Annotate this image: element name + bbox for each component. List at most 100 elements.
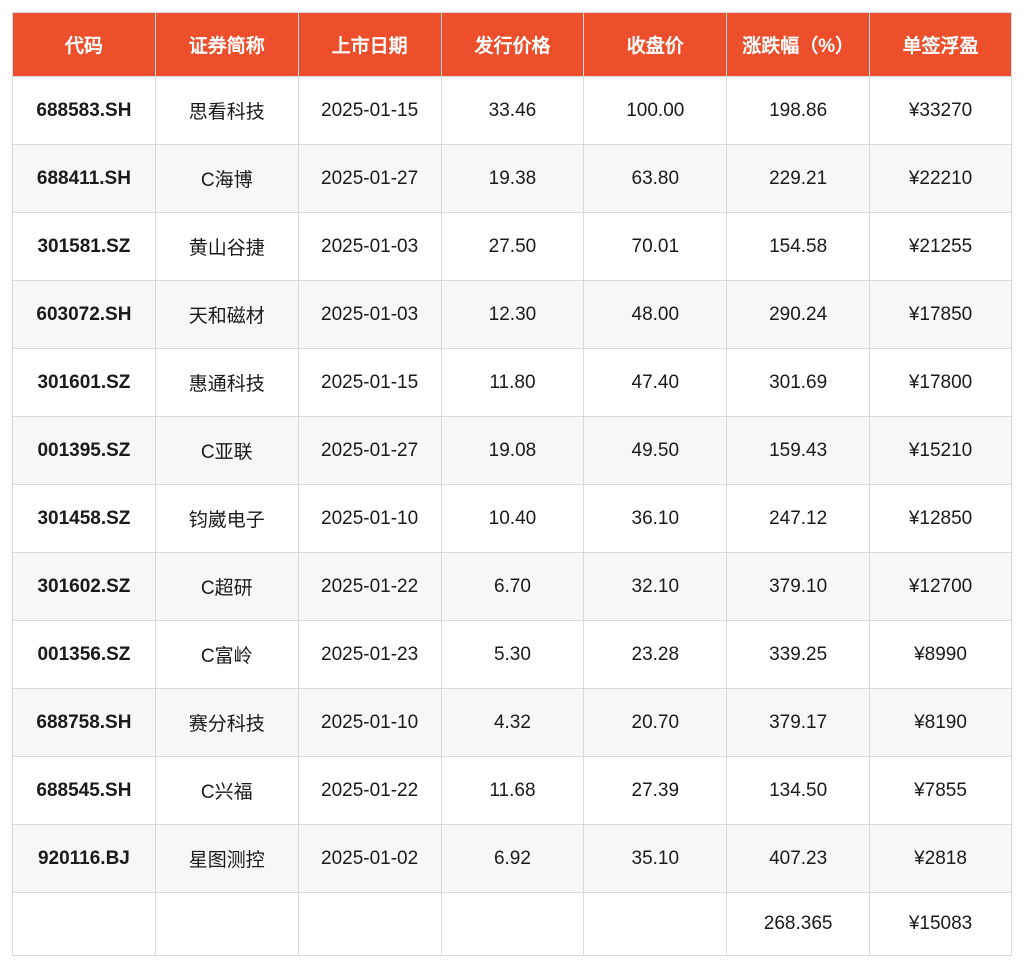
table-cell: 4.32: [441, 689, 584, 757]
header-name: 证券简称: [155, 13, 298, 77]
table-cell: 11.80: [441, 349, 584, 417]
table-cell: 20.70: [584, 689, 727, 757]
table-cell: 27.39: [584, 757, 727, 825]
table-cell: C富岭: [155, 621, 298, 689]
table-cell: 688411.SH: [13, 145, 156, 213]
table-cell: 247.12: [727, 485, 870, 553]
table-cell: C海博: [155, 145, 298, 213]
table-cell: 2025-01-22: [298, 553, 441, 621]
table-cell: 19.38: [441, 145, 584, 213]
table-cell: 2025-01-10: [298, 485, 441, 553]
table-cell: ¥12700: [870, 553, 1012, 621]
table-cell: 688545.SH: [13, 757, 156, 825]
table-cell: ¥2818: [870, 825, 1012, 893]
table-cell: 10.40: [441, 485, 584, 553]
table-cell: 100.00: [584, 77, 727, 145]
table-cell: 6.70: [441, 553, 584, 621]
header-row: 代码 证券简称 上市日期 发行价格 收盘价 涨跌幅（%） 单签浮盈: [13, 13, 1012, 77]
header-code: 代码: [13, 13, 156, 77]
table-cell: 48.00: [584, 281, 727, 349]
table-cell: 黄山谷捷: [155, 213, 298, 281]
table-footer-row: 268.365¥15083: [13, 893, 1012, 956]
table-cell: 12.30: [441, 281, 584, 349]
table-cell: 赛分科技: [155, 689, 298, 757]
table-cell: ¥8990: [870, 621, 1012, 689]
table-cell: 301.69: [727, 349, 870, 417]
table-cell: 301601.SZ: [13, 349, 156, 417]
table-row: 920116.BJ星图测控2025-01-026.9235.10407.23¥2…: [13, 825, 1012, 893]
table-cell: 32.10: [584, 553, 727, 621]
table-cell: 11.68: [441, 757, 584, 825]
table-cell: 229.21: [727, 145, 870, 213]
table-cell: C亚联: [155, 417, 298, 485]
stock-ipo-table: 代码 证券简称 上市日期 发行价格 收盘价 涨跌幅（%） 单签浮盈 688583…: [12, 12, 1012, 956]
table-footer-cell: [441, 893, 584, 956]
table-cell: 2025-01-15: [298, 349, 441, 417]
table-cell: C兴福: [155, 757, 298, 825]
table-cell: 6.92: [441, 825, 584, 893]
table-body: 688583.SH思看科技2025-01-1533.46100.00198.86…: [13, 77, 1012, 956]
table-row: 688411.SHC海博2025-01-2719.3863.80229.21¥2…: [13, 145, 1012, 213]
table-cell: 星图测控: [155, 825, 298, 893]
table-row: 001356.SZC富岭2025-01-235.3023.28339.25¥89…: [13, 621, 1012, 689]
table-cell: 407.23: [727, 825, 870, 893]
table-footer-cell: 268.365: [727, 893, 870, 956]
table-cell: ¥15210: [870, 417, 1012, 485]
table-row: 301601.SZ惠通科技2025-01-1511.8047.40301.69¥…: [13, 349, 1012, 417]
table-cell: 688583.SH: [13, 77, 156, 145]
table-cell: 2025-01-27: [298, 145, 441, 213]
table-row: 603072.SH天和磁材2025-01-0312.3048.00290.24¥…: [13, 281, 1012, 349]
header-date: 上市日期: [298, 13, 441, 77]
table-footer-cell: [584, 893, 727, 956]
table-cell: 2025-01-27: [298, 417, 441, 485]
table-cell: 2025-01-02: [298, 825, 441, 893]
table-cell: 198.86: [727, 77, 870, 145]
table-cell: 2025-01-15: [298, 77, 441, 145]
table-cell: ¥33270: [870, 77, 1012, 145]
table-cell: 70.01: [584, 213, 727, 281]
header-close-price: 收盘价: [584, 13, 727, 77]
table-footer-cell: [13, 893, 156, 956]
table-cell: ¥17800: [870, 349, 1012, 417]
table-cell: ¥12850: [870, 485, 1012, 553]
table-row: 301581.SZ黄山谷捷2025-01-0327.5070.01154.58¥…: [13, 213, 1012, 281]
table-cell: 19.08: [441, 417, 584, 485]
table-cell: 339.25: [727, 621, 870, 689]
table-cell: ¥17850: [870, 281, 1012, 349]
table-cell: ¥7855: [870, 757, 1012, 825]
table-cell: 思看科技: [155, 77, 298, 145]
table-cell: 47.40: [584, 349, 727, 417]
table-cell: 27.50: [441, 213, 584, 281]
header-profit: 单签浮盈: [870, 13, 1012, 77]
table-cell: ¥21255: [870, 213, 1012, 281]
table-cell: 301458.SZ: [13, 485, 156, 553]
table-cell: 379.17: [727, 689, 870, 757]
table-row: 688583.SH思看科技2025-01-1533.46100.00198.86…: [13, 77, 1012, 145]
table-cell: 001395.SZ: [13, 417, 156, 485]
header-issue-price: 发行价格: [441, 13, 584, 77]
table-cell: 2025-01-23: [298, 621, 441, 689]
table-cell: 290.24: [727, 281, 870, 349]
table-cell: 920116.BJ: [13, 825, 156, 893]
table-cell: 5.30: [441, 621, 584, 689]
table-cell: 134.50: [727, 757, 870, 825]
table-row: 301458.SZ钧崴电子2025-01-1010.4036.10247.12¥…: [13, 485, 1012, 553]
table-cell: ¥8190: [870, 689, 1012, 757]
table-cell: ¥22210: [870, 145, 1012, 213]
table-cell: 2025-01-03: [298, 281, 441, 349]
table-cell: 钧崴电子: [155, 485, 298, 553]
table-row: 688545.SHC兴福2025-01-2211.6827.39134.50¥7…: [13, 757, 1012, 825]
table-cell: 2025-01-10: [298, 689, 441, 757]
table-cell: 379.10: [727, 553, 870, 621]
table-cell: 63.80: [584, 145, 727, 213]
table-footer-cell: ¥15083: [870, 893, 1012, 956]
table-cell: 23.28: [584, 621, 727, 689]
header-change-pct: 涨跌幅（%）: [727, 13, 870, 77]
table-cell: 603072.SH: [13, 281, 156, 349]
table-cell: 301602.SZ: [13, 553, 156, 621]
table-footer-cell: [155, 893, 298, 956]
table-cell: 301581.SZ: [13, 213, 156, 281]
table-cell: 154.58: [727, 213, 870, 281]
table-row: 001395.SZC亚联2025-01-2719.0849.50159.43¥1…: [13, 417, 1012, 485]
table-cell: 2025-01-22: [298, 757, 441, 825]
